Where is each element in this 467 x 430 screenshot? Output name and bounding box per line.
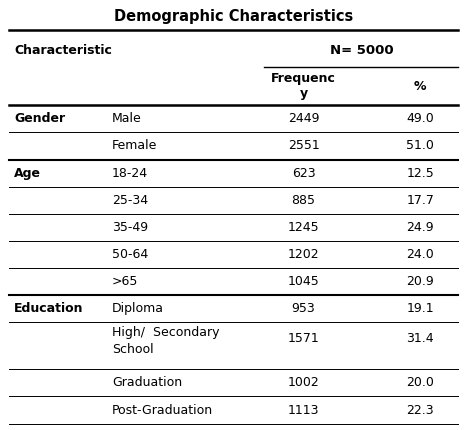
Text: Education: Education: [14, 302, 84, 315]
Text: 1045: 1045: [288, 275, 319, 288]
Text: 18-24: 18-24: [112, 166, 148, 180]
Text: Male: Male: [112, 112, 142, 126]
Text: 22.3: 22.3: [406, 403, 434, 417]
Text: 19.1: 19.1: [406, 302, 434, 315]
Text: Gender: Gender: [14, 112, 65, 126]
Text: 31.4: 31.4: [406, 332, 434, 345]
Text: 1202: 1202: [288, 248, 319, 261]
Text: 24.0: 24.0: [406, 248, 434, 261]
Text: 20.0: 20.0: [406, 376, 434, 390]
Text: 1113: 1113: [288, 403, 319, 417]
Text: Age: Age: [14, 166, 41, 180]
Text: 1571: 1571: [288, 332, 319, 345]
Text: Frequenc
y: Frequenc y: [271, 72, 336, 100]
Text: 2449: 2449: [288, 112, 319, 126]
Text: 35-49: 35-49: [112, 221, 148, 234]
Text: N= 5000: N= 5000: [330, 44, 394, 57]
Text: Graduation: Graduation: [112, 376, 182, 390]
Text: 953: 953: [292, 302, 315, 315]
Text: 24.9: 24.9: [406, 221, 434, 234]
Text: 623: 623: [292, 166, 315, 180]
Text: Characteristic: Characteristic: [14, 44, 112, 57]
Text: 885: 885: [291, 194, 316, 207]
Text: Post-Graduation: Post-Graduation: [112, 403, 213, 417]
Text: 50-64: 50-64: [112, 248, 149, 261]
Text: 2551: 2551: [288, 139, 319, 153]
Text: 25-34: 25-34: [112, 194, 148, 207]
Text: Diploma: Diploma: [112, 302, 164, 315]
Text: Female: Female: [112, 139, 157, 153]
Text: 17.7: 17.7: [406, 194, 434, 207]
Text: >65: >65: [112, 275, 138, 288]
Text: 51.0: 51.0: [406, 139, 434, 153]
Text: 1245: 1245: [288, 221, 319, 234]
Text: Demographic Characteristics: Demographic Characteristics: [114, 9, 353, 24]
Text: %: %: [414, 80, 426, 92]
Text: 20.9: 20.9: [406, 275, 434, 288]
Text: High/  Secondary
School: High/ Secondary School: [112, 326, 219, 356]
Text: 12.5: 12.5: [406, 166, 434, 180]
Text: 49.0: 49.0: [406, 112, 434, 126]
Text: 1002: 1002: [288, 376, 319, 390]
